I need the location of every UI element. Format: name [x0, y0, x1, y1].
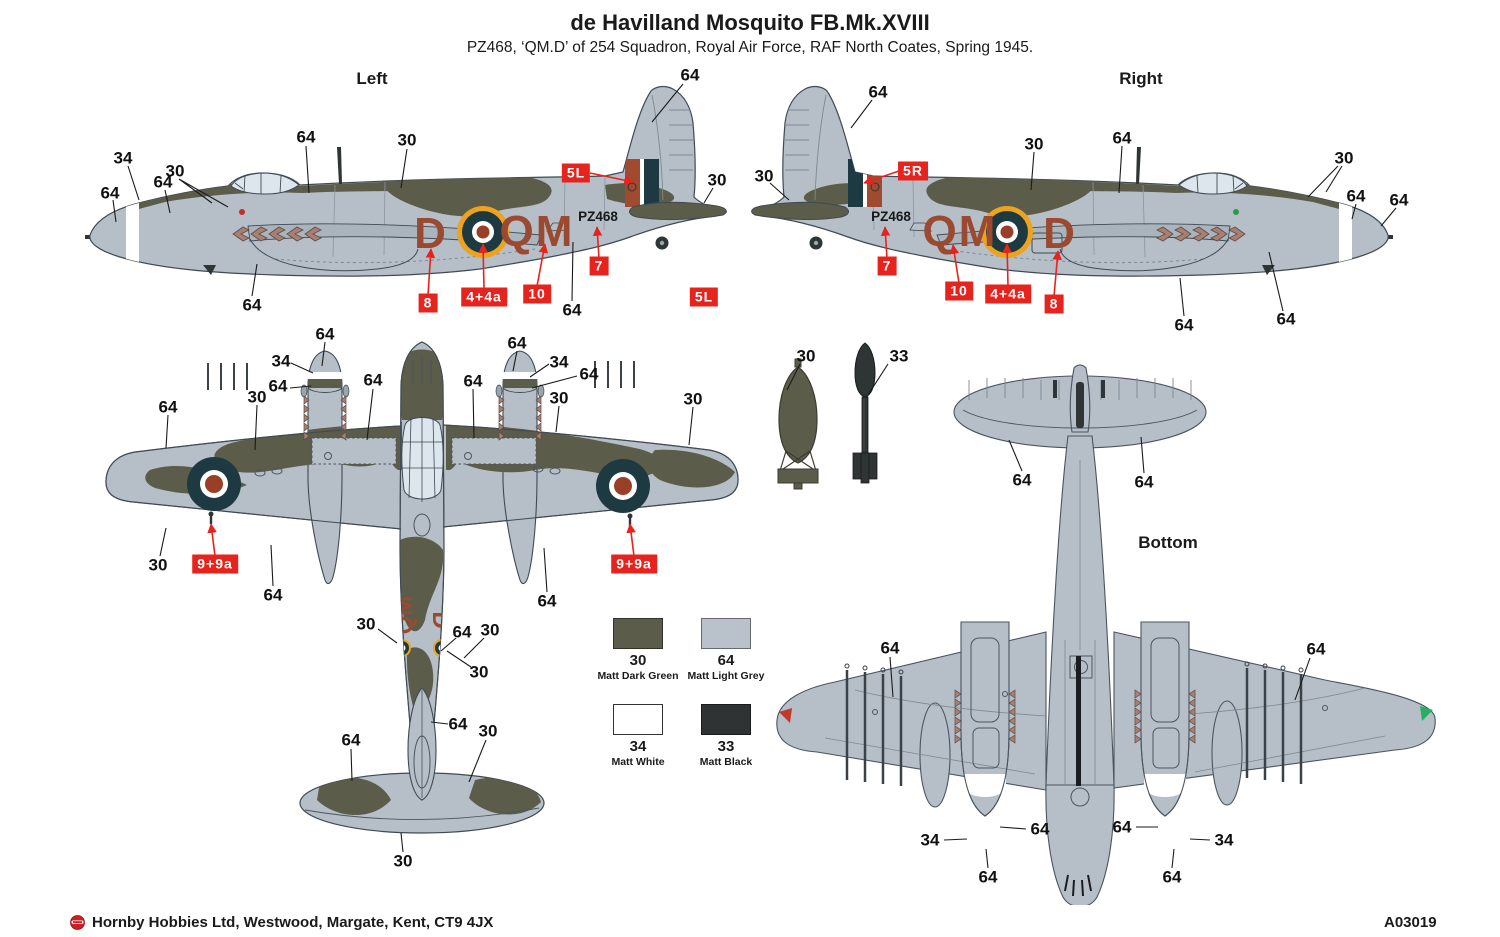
decal-ref-badge: 8 — [418, 293, 438, 313]
legend-chip-34: 34 Matt White — [594, 704, 682, 768]
paint-ref-callout: 64 — [562, 300, 582, 320]
wing-roundel-port — [187, 457, 241, 511]
paint-ref-callout: 64 — [1174, 315, 1194, 335]
wing-roundel-starboard — [596, 459, 650, 513]
view-label-left: Left — [356, 69, 388, 88]
decal-ref-badge: 10 — [523, 284, 551, 304]
paint-ref-callout: 64 — [242, 295, 262, 315]
legend-chip-30: 30 Matt Dark Green — [594, 618, 682, 682]
legend-chip-64: 64 Matt Light Grey — [682, 618, 770, 682]
port-nav-light-icon — [239, 209, 245, 215]
nose-underside — [1045, 784, 1115, 905]
molins-gun-barrel — [1076, 656, 1081, 786]
machine-gun-muzzles — [1064, 874, 1092, 897]
code-letter-aft: D — [1043, 209, 1075, 258]
paint-number: 34 — [629, 738, 647, 755]
paint-number: 30 — [629, 652, 647, 669]
slipper-fairing — [1211, 700, 1243, 806]
canopy — [401, 417, 444, 500]
fin-flash — [848, 159, 863, 207]
port-tip-light-icon — [779, 708, 792, 723]
nose-white-band — [1339, 190, 1352, 270]
rudder-underside — [1076, 382, 1084, 428]
serial-number: PZ468 — [871, 209, 911, 224]
paint-name: Matt Black — [699, 756, 753, 768]
code-letters-fwd: QM — [923, 207, 998, 256]
paint-name: Matt Dark Green — [597, 670, 679, 682]
right-profile-illustration: QM D PZ468 — [751, 85, 1393, 277]
sheet-subtitle: PZ468, ‘QM.D’ of 254 Squadron, Royal Air… — [466, 39, 1034, 56]
kit-number: A03019 — [1384, 914, 1437, 931]
antenna-mast-icon — [337, 147, 342, 184]
spinner-white-band — [308, 372, 342, 379]
rotated-code-left: QM — [391, 596, 418, 635]
view-label-bottom: Bottom — [1138, 533, 1198, 552]
nacelle-white-band — [1144, 774, 1186, 797]
paint-number: 33 — [717, 738, 735, 755]
paint-number: 64 — [717, 652, 735, 669]
decal-ref-badge: 4+4a — [985, 284, 1031, 304]
tailplane — [629, 201, 727, 220]
top-view-illustration: QM D — [105, 341, 739, 834]
view-label-right: Right — [1119, 69, 1163, 88]
serial-number: PZ468 — [578, 209, 618, 224]
sheet-title: de Havilland Mosquito FB.Mk.XVIII — [570, 10, 930, 35]
legend-chip-33: 33 Matt Black — [682, 704, 770, 768]
decal-ref-badge: 4+4a — [461, 287, 507, 307]
paint-name: Matt Light Grey — [687, 670, 765, 682]
walkway-panel — [451, 437, 537, 465]
tailplane — [751, 201, 849, 220]
starboard-nav-light-icon — [1233, 209, 1239, 215]
starboard-tip-light-icon — [1420, 706, 1433, 721]
publisher-address: Hornby Hobbies Ltd, Westwood, Margate, K… — [92, 914, 494, 931]
rotated-code-right: D — [427, 611, 454, 628]
paint-name: Matt White — [611, 756, 665, 768]
color-swatch — [613, 618, 663, 649]
color-swatch — [701, 618, 751, 649]
sheet-header: de Havilland Mosquito FB.Mk.XVIII PZ468,… — [0, 10, 1500, 57]
color-swatch — [613, 704, 663, 735]
walkway-panel — [311, 437, 397, 465]
footer: Hornby Hobbies Ltd, Westwood, Margate, K… — [70, 914, 493, 931]
decal-ref-badge: 5L — [689, 287, 719, 307]
left-profile-illustration: D QM PZ468 — [85, 85, 727, 277]
spinner-white-band — [503, 372, 537, 379]
code-letters-aft: QM — [500, 207, 575, 256]
hornby-logo-icon — [70, 915, 85, 930]
nose-white-band — [126, 190, 139, 270]
paint-ref-callout: 64 — [680, 65, 700, 85]
paint-ref-callout: 64 — [1276, 309, 1296, 329]
code-letter-fwd: D — [414, 209, 446, 258]
bottom-view-illustration — [776, 364, 1436, 905]
nacelle-white-band — [964, 774, 1006, 797]
paint-legend: 30 Matt Dark Green 64 Matt Light Grey 34 Matt… — [594, 618, 770, 768]
color-swatch — [701, 704, 751, 735]
decal-ref-badge: 8 — [1044, 294, 1064, 314]
